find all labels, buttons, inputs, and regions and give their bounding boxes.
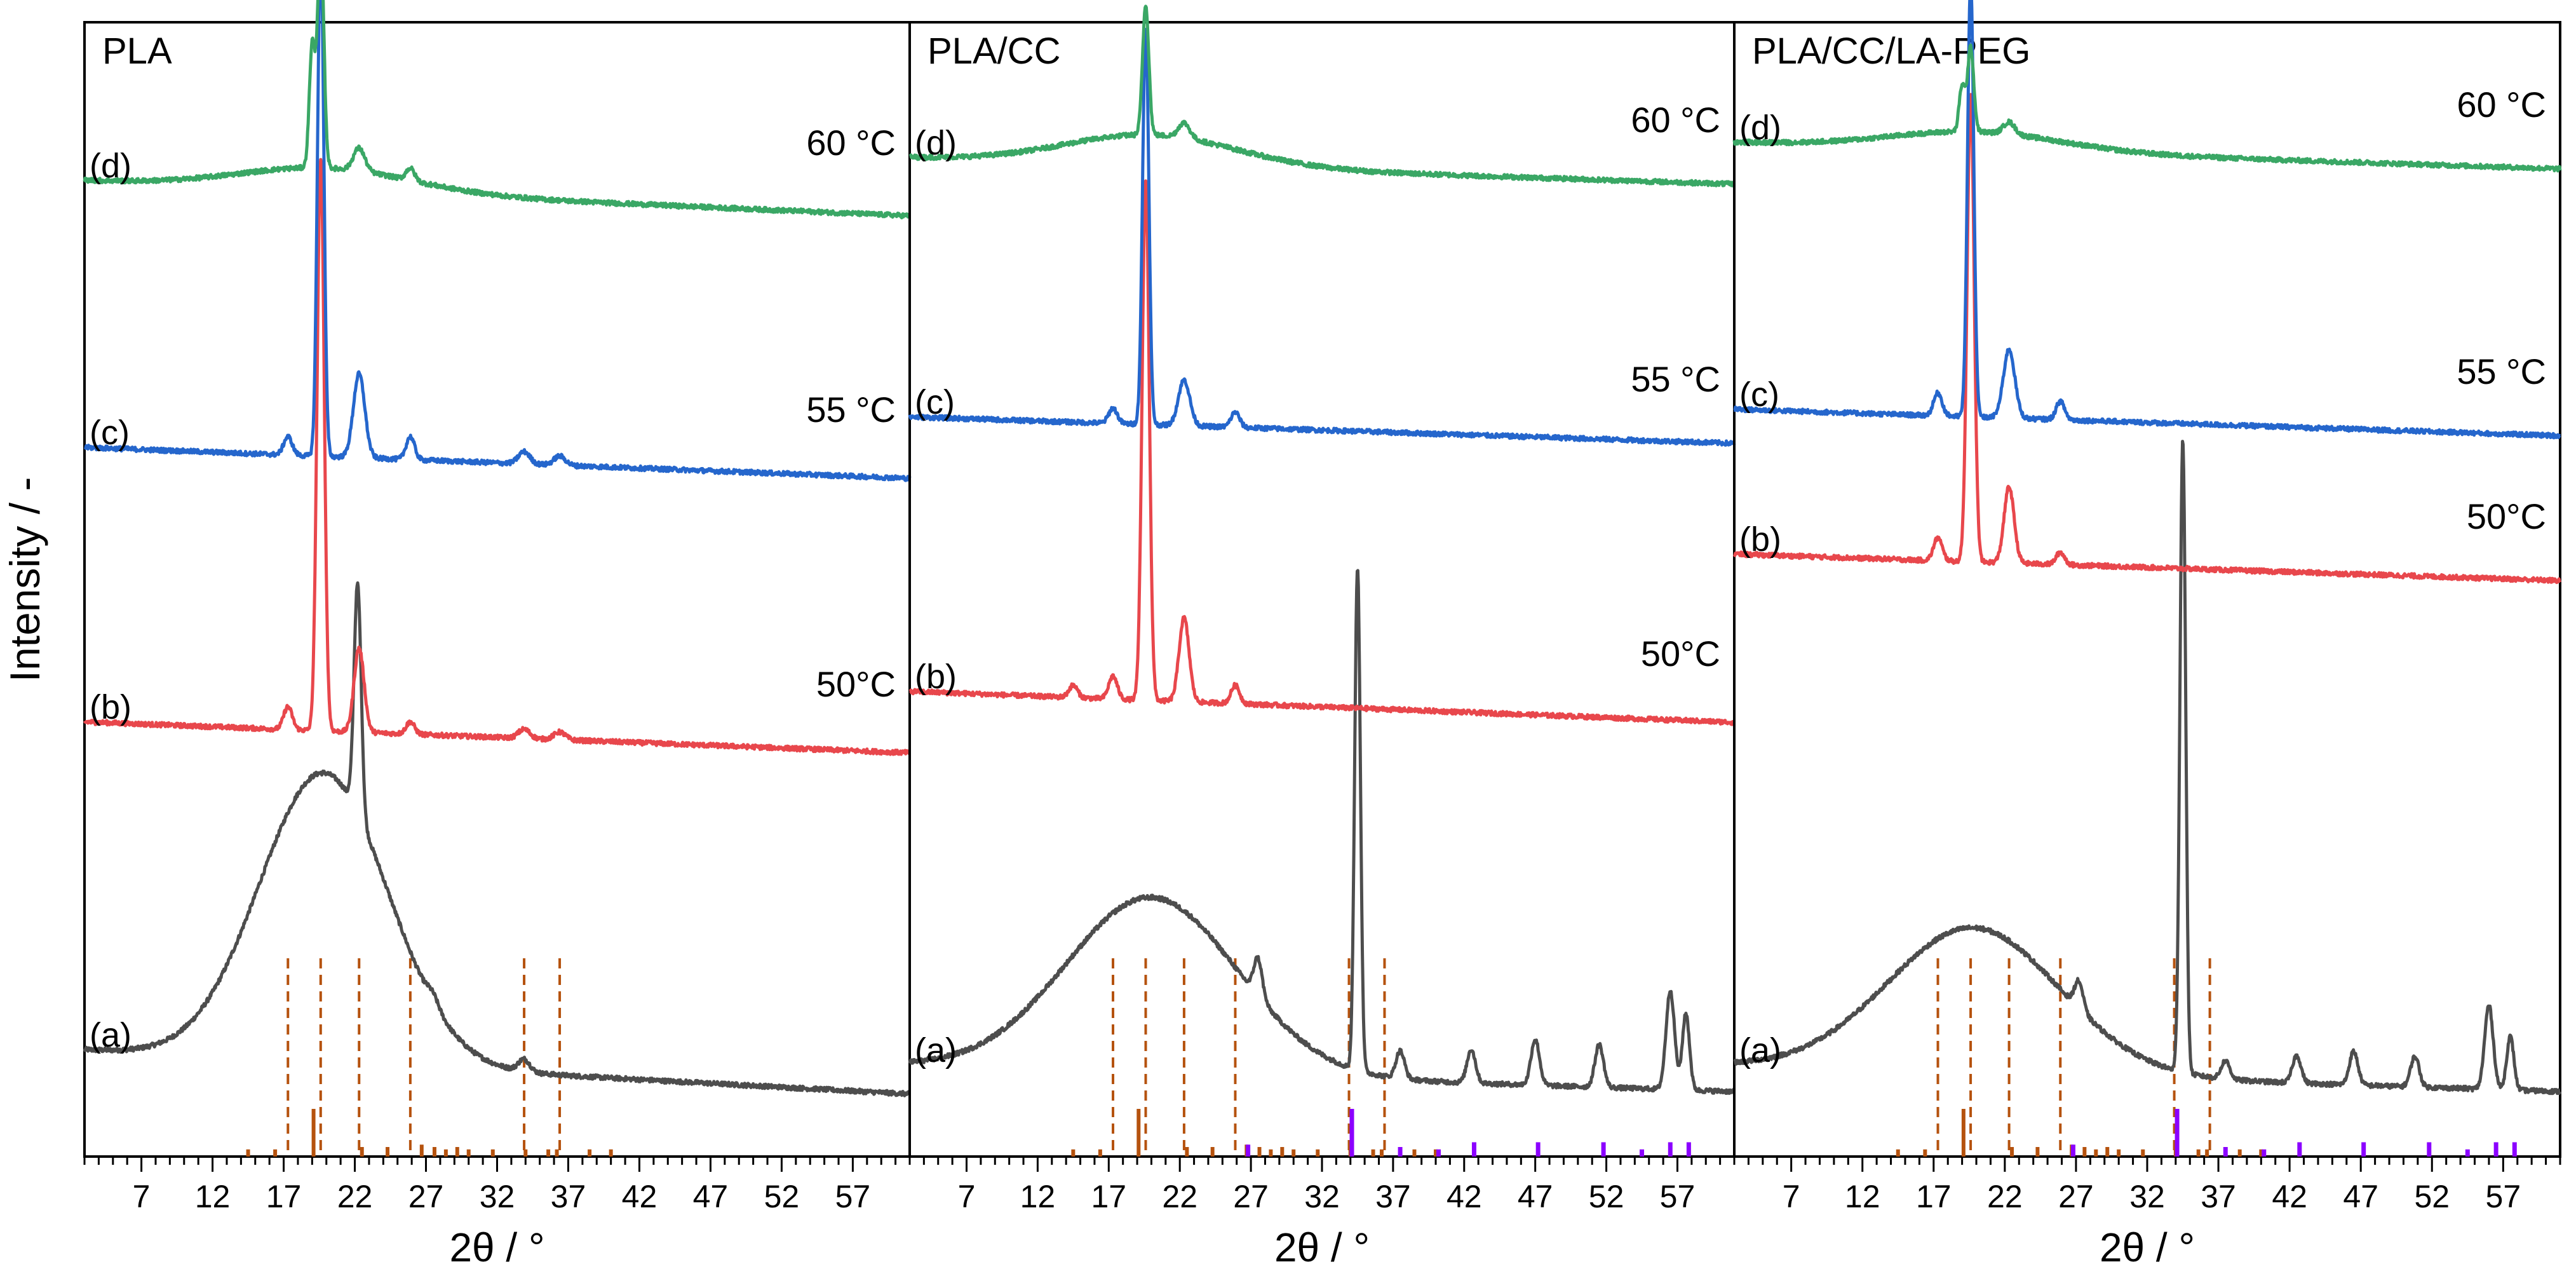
series-c-label: (c) <box>1739 376 1779 414</box>
x-tick-label: 12 <box>195 1179 231 1214</box>
x-tick-label: 12 <box>1020 1179 1056 1214</box>
x-tick-label: 27 <box>408 1179 444 1214</box>
series-d-label: (d) <box>915 124 957 162</box>
series-c-temperature: 55 °C <box>806 390 896 430</box>
series-d-temperature: 60 °C <box>2457 85 2546 125</box>
x-tick-label: 52 <box>1589 1179 1624 1214</box>
x-tick-label: 42 <box>1446 1179 1482 1214</box>
panels: PLA 7 12 17 22 27 32 37 42 47 52 57 2θ / ° (a) (b) 50°C… <box>83 0 2562 1270</box>
series-b-temperature: 50°C <box>1641 634 1720 674</box>
series-b-temperature: 50°C <box>2467 496 2546 536</box>
panel-title: PLA/CC/LA-PEG <box>1752 31 2030 72</box>
x-tick-label: 17 <box>1916 1179 1952 1214</box>
x-tick-label: 47 <box>2343 1179 2378 1214</box>
x-tick-label: 12 <box>1845 1179 1880 1214</box>
x-tick-label: 32 <box>1304 1179 1340 1214</box>
panel-2: PLA/CC 7 12 17 22 27 32 37 42 47 52 57 2θ / ° (a) (b) 5… <box>908 4 1736 1270</box>
x-tick-label: 47 <box>693 1179 729 1214</box>
series-d-label: (d) <box>1739 109 1781 147</box>
series-a-label: (a) <box>915 1031 957 1069</box>
series-a-line <box>83 581 911 1097</box>
series-a-line <box>1733 440 2562 1096</box>
series-d-line <box>83 0 911 220</box>
series-b-line <box>908 179 1736 726</box>
x-tick-label: 22 <box>337 1179 373 1214</box>
x-tick-label: 52 <box>764 1179 800 1214</box>
panel-frame <box>908 21 1736 1158</box>
x-tick-label: 22 <box>1162 1179 1197 1214</box>
series-c-temperature: 55 °C <box>1631 359 1720 399</box>
panel-frame <box>1733 21 2561 1158</box>
x-tick-label: 42 <box>2272 1179 2307 1214</box>
x-tick-label: 7 <box>133 1179 151 1214</box>
series-c-label: (c) <box>915 383 955 421</box>
x-tick-label: 7 <box>958 1179 976 1214</box>
panel-1: PLA 7 12 17 22 27 32 37 42 47 52 57 2θ / ° (a) (b) 50°C… <box>83 0 912 1270</box>
x-tick-label: 57 <box>835 1179 871 1214</box>
x-tick-label: 57 <box>1660 1179 1696 1214</box>
series-d-temperature: 60 °C <box>806 123 896 163</box>
x-tick-label: 37 <box>551 1179 586 1214</box>
x-tick-label: 32 <box>2129 1179 2165 1214</box>
x-axis-label: 2θ / ° <box>449 1225 544 1270</box>
x-tick-label: 17 <box>1091 1179 1126 1214</box>
series-b-label: (b) <box>90 688 131 726</box>
x-tick-label: 22 <box>1987 1179 2023 1214</box>
panel-3: PLA/CC/LA-PEG 7 12 17 22 27 32 37 42 47 52 57 2θ / °… <box>1732 0 2562 1270</box>
x-tick-label: 17 <box>266 1179 302 1214</box>
panel-title: PLA/CC <box>927 31 1061 72</box>
series-c-line <box>1733 0 2561 440</box>
x-tick-label: 37 <box>1375 1179 1411 1214</box>
panel-title: PLA <box>102 31 172 72</box>
x-axis-label: 2θ / ° <box>2100 1225 2195 1270</box>
x-tick-label: 32 <box>480 1179 515 1214</box>
series-d-line <box>1732 43 2562 173</box>
x-tick-label: 47 <box>1518 1179 1553 1214</box>
x-tick-label: 27 <box>2058 1179 2094 1214</box>
x-tick-label: 52 <box>2414 1179 2450 1214</box>
x-axis-label: 2θ / ° <box>1274 1225 1370 1270</box>
y-axis-label: Intensity / - <box>1 477 48 682</box>
series-b-line <box>83 158 911 756</box>
x-tick-label: 42 <box>622 1179 657 1214</box>
series-c-temperature: 55 °C <box>2457 351 2546 391</box>
series-d-temperature: 60 °C <box>1631 100 1720 140</box>
series-b-label: (b) <box>1739 520 1781 559</box>
series-d-label: (d) <box>90 147 131 185</box>
x-tick-label: 27 <box>1233 1179 1269 1214</box>
series-b-line <box>1732 93 2562 585</box>
series-b-temperature: 50°C <box>816 664 896 704</box>
series-c-line <box>908 27 1736 447</box>
series-c-line <box>83 0 912 482</box>
x-tick-label: 37 <box>2201 1179 2236 1214</box>
series-a-line <box>908 569 1736 1096</box>
x-tick-label: 57 <box>2486 1179 2521 1214</box>
series-a-label: (a) <box>1739 1031 1781 1069</box>
x-tick-label: 7 <box>1783 1179 1800 1214</box>
series-b-label: (b) <box>915 658 957 696</box>
series-a-label: (a) <box>90 1016 131 1054</box>
series-d-line <box>908 4 1736 188</box>
series-c-label: (c) <box>90 414 130 452</box>
